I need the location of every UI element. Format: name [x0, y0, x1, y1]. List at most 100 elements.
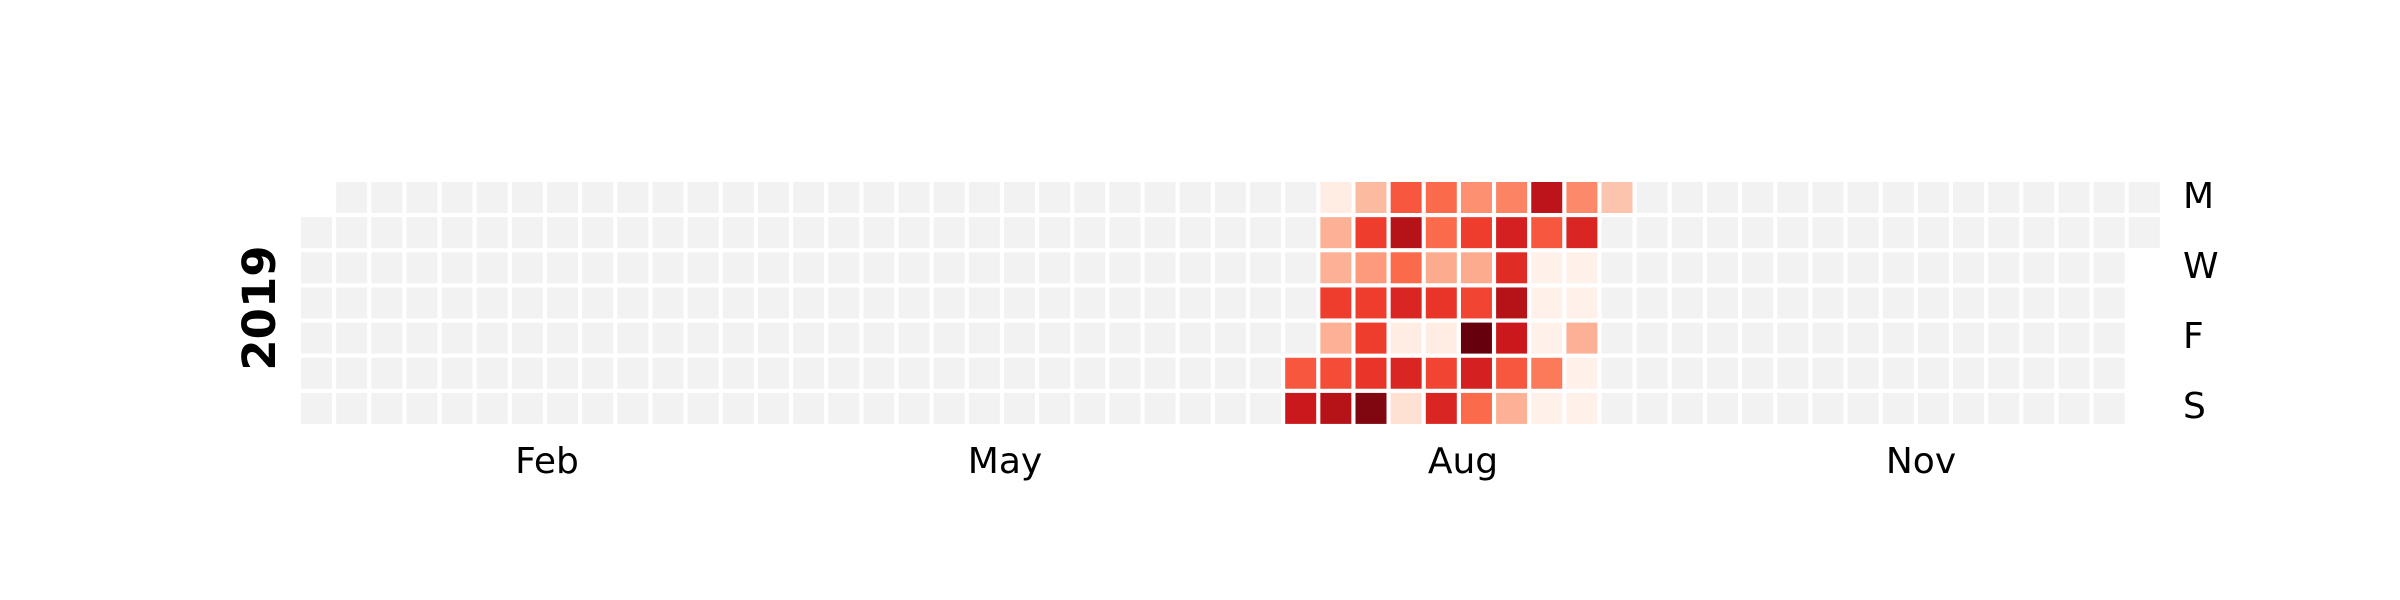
heatmap-cell: [1109, 357, 1141, 389]
heatmap-cell: [1250, 357, 1282, 389]
heatmap-cell: [828, 182, 860, 213]
heatmap-cell: [1320, 392, 1352, 424]
heatmap-cell: [406, 252, 438, 284]
heatmap-cell: [863, 217, 895, 249]
heatmap-cell: [722, 217, 754, 249]
heatmap-cell: [336, 287, 368, 319]
heatmap-cell: [371, 392, 403, 424]
heatmap-cell: [722, 392, 754, 424]
heatmap-cell: [793, 287, 825, 319]
heatmap-cell: [371, 252, 403, 284]
heatmap-cell: [933, 217, 965, 249]
heatmap-cell: [1601, 182, 1633, 213]
heatmap-cell: [547, 322, 579, 354]
heatmap-cell: [1917, 322, 1949, 354]
heatmap-cell: [1214, 252, 1246, 284]
heatmap-cell: [1004, 392, 1035, 424]
heatmap-cell: [1988, 322, 2020, 354]
heatmap-cell: [828, 217, 860, 249]
heatmap-cell: [968, 287, 1000, 319]
heatmap-cell: [757, 357, 789, 389]
heatmap-cell: [617, 287, 649, 319]
heatmap-cell: [1636, 357, 1668, 389]
heatmap-cell: [863, 357, 895, 389]
heatmap-cell: [898, 287, 930, 319]
heatmap-cell: [1671, 322, 1703, 354]
heatmap-cell: [1777, 287, 1809, 319]
heatmap-cell: [1460, 182, 1492, 213]
heatmap-cell: [1566, 322, 1598, 354]
heatmap-cell: [1636, 182, 1668, 213]
heatmap-cell: [1285, 392, 1317, 424]
heatmap-cell: [1566, 182, 1598, 213]
heatmap-cell: [1812, 182, 1844, 213]
heatmap-cell: [1953, 287, 1985, 319]
heatmap-cell: [476, 217, 508, 249]
heatmap-cell: [1847, 322, 1879, 354]
heatmap-cell: [1074, 322, 1106, 354]
heatmap-cell: [1812, 322, 1844, 354]
heatmap-cell: [1742, 357, 1774, 389]
heatmap-cell: [2058, 217, 2090, 249]
heatmap-cell: [301, 287, 332, 319]
heatmap-cell: [1496, 182, 1528, 213]
heatmap-cell: [476, 287, 508, 319]
heatmap-cell: [1285, 217, 1317, 249]
heatmap-cell: [1460, 217, 1492, 249]
heatmap-cell: [968, 357, 1000, 389]
heatmap-cell: [1109, 252, 1141, 284]
heatmap-cell: [933, 357, 965, 389]
heatmap-cell: [1812, 252, 1844, 284]
heatmap-cell: [1004, 252, 1035, 284]
heatmap-cell: [1847, 252, 1879, 284]
heatmap-cell: [1988, 217, 2020, 249]
heatmap-cell: [1390, 252, 1422, 284]
heatmap-cell: [828, 252, 860, 284]
heatmap-cell: [617, 182, 649, 213]
heatmap-cell: [1531, 322, 1563, 354]
heatmap-cell: [757, 322, 789, 354]
heatmap-cell: [1566, 357, 1598, 389]
heatmap-cell: [1144, 217, 1176, 249]
heatmap-cell: [863, 182, 895, 213]
heatmap-cell: [1707, 322, 1738, 354]
heatmap-cell: [1988, 252, 2020, 284]
heatmap-cell: [2023, 182, 2055, 213]
heatmap-cell: [1601, 287, 1633, 319]
heatmap-cell: [1039, 322, 1071, 354]
heatmap-cell: [371, 287, 403, 319]
heatmap-cell: [2023, 217, 2055, 249]
heatmap-cell: [898, 182, 930, 213]
heatmap-cell: [828, 287, 860, 319]
heatmap-cell: [1179, 392, 1211, 424]
heatmap-cell: [898, 392, 930, 424]
heatmap-cell: [1179, 217, 1211, 249]
heatmap-cell: [1953, 322, 1985, 354]
heatmap-cell: [371, 357, 403, 389]
heatmap-cell: [1004, 322, 1035, 354]
heatmap-cell: [1742, 287, 1774, 319]
heatmap-cell: [2093, 357, 2125, 389]
heatmap-cell: [1812, 287, 1844, 319]
heatmap-cell: [1496, 322, 1528, 354]
year-label: 2019: [233, 245, 286, 370]
heatmap-cell: [1144, 252, 1176, 284]
heatmap-cell: [1109, 217, 1141, 249]
heatmap-cell: [828, 357, 860, 389]
heatmap-cell: [1812, 392, 1844, 424]
heatmap-cell: [1214, 287, 1246, 319]
heatmap-cell: [652, 392, 684, 424]
heatmap-cell: [1496, 392, 1528, 424]
heatmap-cell: [1707, 287, 1738, 319]
heatmap-cell: [582, 252, 614, 284]
heatmap-cell: [1917, 252, 1949, 284]
heatmap-cell: [1109, 322, 1141, 354]
heatmap-cell: [511, 287, 543, 319]
heatmap-cell: [1988, 357, 2020, 389]
heatmap-cell: [933, 252, 965, 284]
heatmap-cell: [757, 287, 789, 319]
heatmap-cell: [1671, 357, 1703, 389]
heatmap-cell: [1988, 392, 2020, 424]
heatmap-cell: [1179, 287, 1211, 319]
heatmap-cell: [1566, 392, 1598, 424]
